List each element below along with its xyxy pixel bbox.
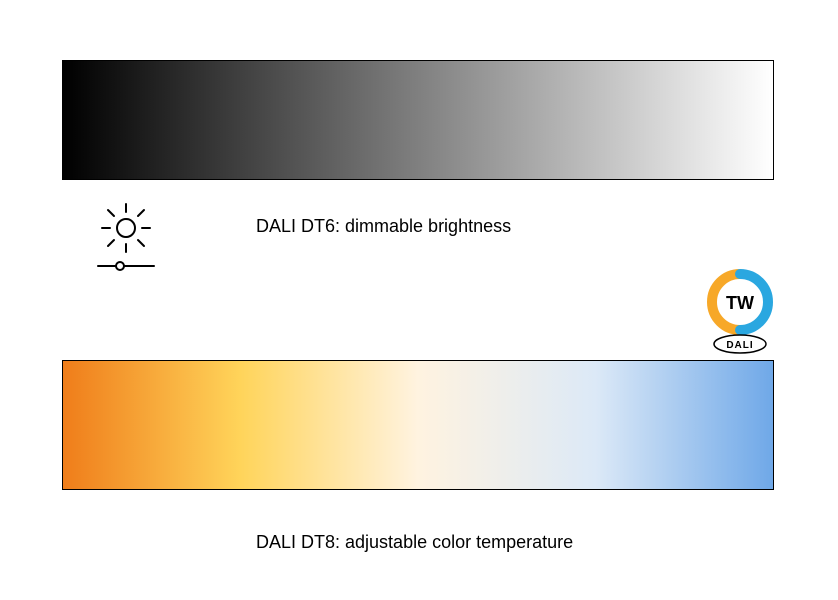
tunable-white-badge-icon: TW DALI: [700, 266, 780, 361]
tw-text: TW: [726, 293, 754, 313]
dt8-caption: DALI DT8: adjustable color temperature: [256, 532, 573, 553]
color-temperature-gradient-bar: [62, 360, 774, 490]
brightness-gradient-bar: [62, 60, 774, 180]
brightness-slider-icon: [90, 198, 162, 283]
dali-text: DALI: [726, 340, 753, 351]
dt6-caption: DALI DT6: dimmable brightness: [256, 216, 511, 237]
